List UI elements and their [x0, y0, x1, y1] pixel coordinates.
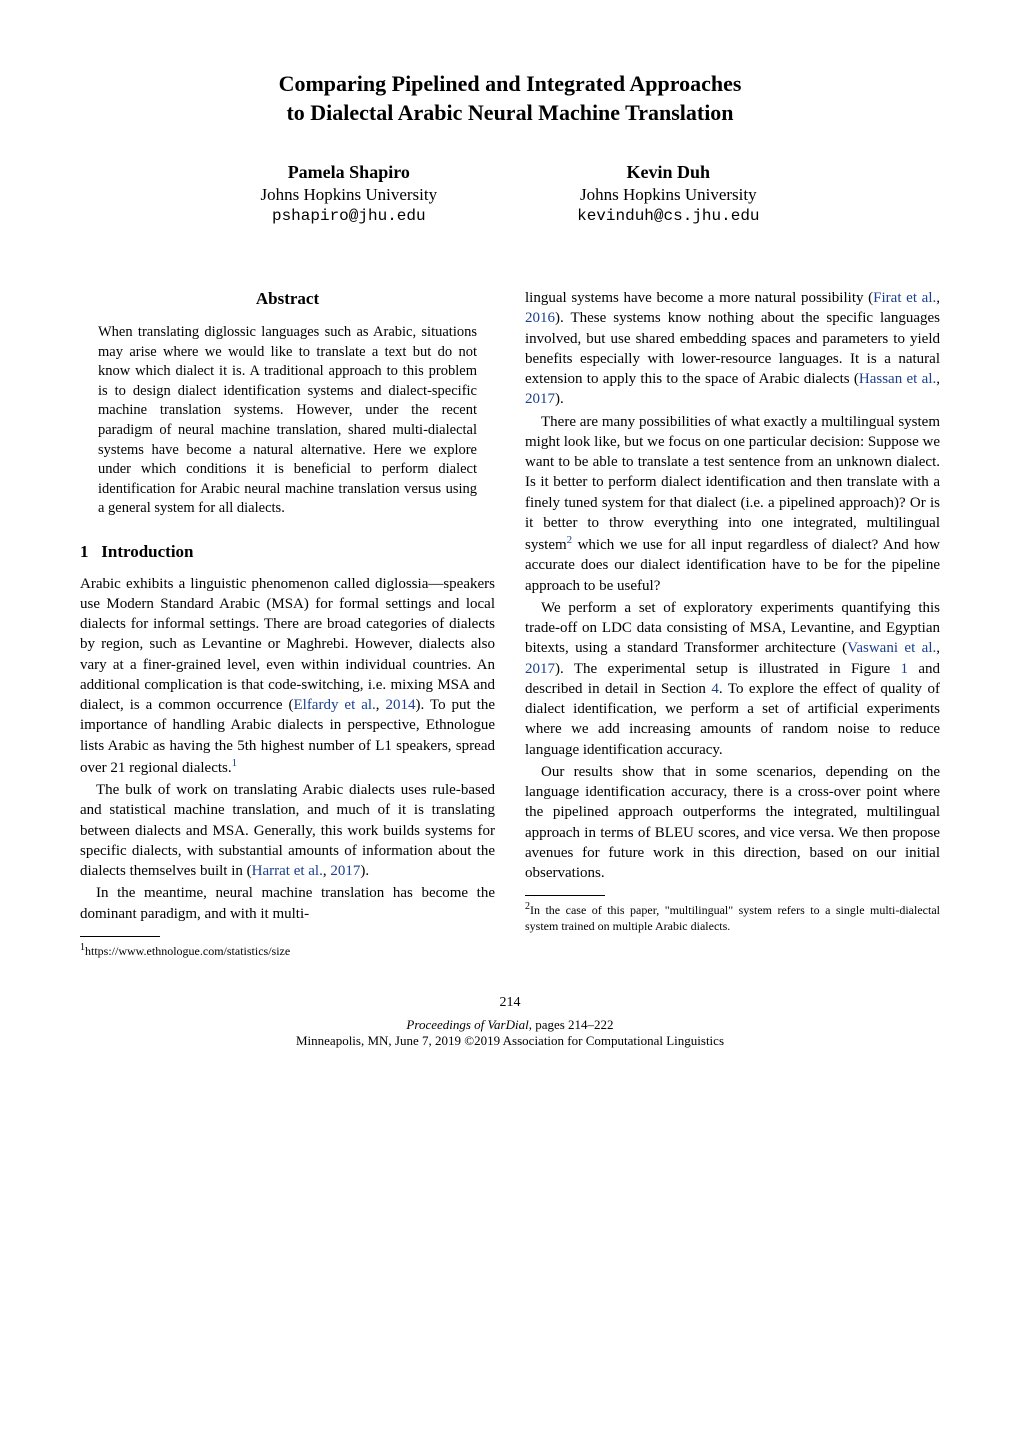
footnote-ref[interactable]: 1: [232, 757, 238, 769]
body-paragraph: There are many possibilities of what exa…: [525, 412, 940, 596]
title-line1: Comparing Pipelined and Integrated Appro…: [279, 71, 742, 96]
citation-author[interactable]: Harrat et al.: [252, 863, 323, 879]
authors-row: Pamela Shapiro Johns Hopkins University …: [80, 162, 940, 225]
section-heading: 1 Introduction: [80, 541, 495, 564]
footnote: 1https://www.ethnologue.com/statistics/s…: [80, 941, 495, 960]
footnote-text: In the case of this paper, "multilingual…: [525, 903, 940, 933]
page-footer: 214 Proceedings of VarDial, pages 214–22…: [80, 995, 940, 1049]
copyright-line: Minneapolis, MN, June 7, 2019 ©2019 Asso…: [80, 1033, 940, 1049]
author-affiliation: Johns Hopkins University: [260, 185, 437, 205]
citation-year[interactable]: 2014: [386, 697, 416, 713]
footnote-rule: [80, 936, 160, 937]
text-run: ).: [555, 391, 564, 407]
page-number: 214: [80, 995, 940, 1011]
text-run: In the meantime, neural machine translat…: [80, 885, 495, 921]
citation-author[interactable]: Hassan et al.: [859, 371, 936, 387]
text-run: lingual systems have become a more natur…: [525, 290, 873, 306]
section-ref[interactable]: 4: [711, 681, 719, 697]
title-block: Comparing Pipelined and Integrated Appro…: [80, 70, 940, 127]
text-run: ,: [936, 640, 940, 656]
text-run: which we use for all input regardless of…: [525, 537, 940, 594]
author-email: pshapiro@jhu.edu: [260, 207, 437, 225]
author-email: kevinduh@cs.jhu.edu: [577, 207, 759, 225]
body-paragraph: We perform a set of exploratory experime…: [525, 598, 940, 760]
left-column: Abstract When translating diglossic lang…: [80, 270, 495, 959]
paper-title: Comparing Pipelined and Integrated Appro…: [80, 70, 940, 127]
text-run: Our results show that in some scenarios,…: [525, 764, 940, 881]
proceedings-italic: Proceedings of VarDial: [406, 1017, 528, 1032]
author-name: Kevin Duh: [577, 162, 759, 183]
citation-author[interactable]: Elfardy et al.: [293, 697, 375, 713]
citation-year[interactable]: 2016: [525, 310, 555, 326]
footnote-text: https://www.ethnologue.com/statistics/si…: [85, 944, 290, 958]
text-run: ). The experimental setup is illustrated…: [555, 661, 900, 677]
author-block-1: Pamela Shapiro Johns Hopkins University …: [260, 162, 437, 225]
author-block-2: Kevin Duh Johns Hopkins University kevin…: [577, 162, 759, 225]
text-run: There are many possibilities of what exa…: [525, 414, 940, 554]
text-run: Arabic exhibits a linguistic phenomenon …: [80, 576, 495, 714]
body-paragraph: lingual systems have become a more natur…: [525, 288, 940, 410]
two-column-body: Abstract When translating diglossic lang…: [80, 270, 940, 959]
section-title: Introduction: [101, 542, 193, 561]
body-paragraph: The bulk of work on translating Arabic d…: [80, 780, 495, 881]
figure-ref[interactable]: 1: [900, 661, 908, 677]
body-paragraph: Arabic exhibits a linguistic phenomenon …: [80, 574, 495, 779]
text-run: ).: [360, 863, 369, 879]
body-paragraph: In the meantime, neural machine translat…: [80, 883, 495, 924]
title-line2: to Dialectal Arabic Neural Machine Trans…: [286, 100, 733, 125]
citation-year[interactable]: 2017: [525, 661, 555, 677]
author-name: Pamela Shapiro: [260, 162, 437, 183]
body-paragraph: Our results show that in some scenarios,…: [525, 762, 940, 884]
right-column: lingual systems have become a more natur…: [525, 270, 940, 959]
citation-year[interactable]: 2017: [330, 863, 360, 879]
abstract-heading: Abstract: [80, 288, 495, 311]
proceedings-line: Proceedings of VarDial, pages 214–222: [80, 1017, 940, 1033]
proceedings-pages: , pages 214–222: [529, 1017, 614, 1032]
text-run: ,: [936, 290, 940, 306]
citation-year[interactable]: 2017: [525, 391, 555, 407]
text-run: ,: [376, 697, 386, 713]
section-number: 1: [80, 542, 89, 561]
abstract-body: When translating diglossic languages suc…: [80, 323, 495, 519]
text-run: ,: [936, 371, 940, 387]
footnote-rule: [525, 895, 605, 896]
citation-author[interactable]: Vaswani et al.: [847, 640, 936, 656]
footnote: 2In the case of this paper, "multilingua…: [525, 900, 940, 934]
citation-author[interactable]: Firat et al.: [873, 290, 936, 306]
author-affiliation: Johns Hopkins University: [577, 185, 759, 205]
